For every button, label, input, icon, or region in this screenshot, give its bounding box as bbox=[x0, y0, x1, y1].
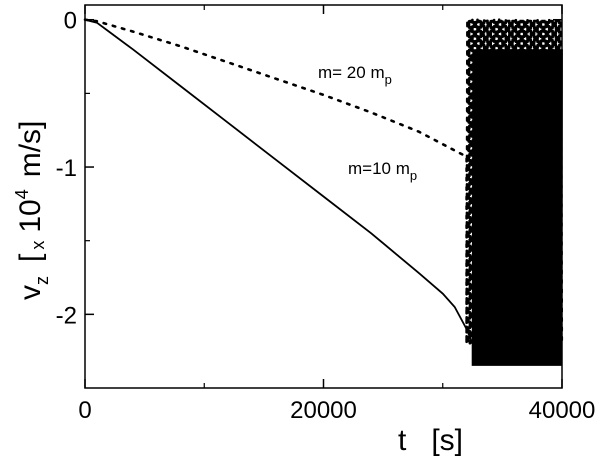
axes bbox=[84, 4, 563, 389]
series-label-m20-sub: p bbox=[385, 72, 392, 87]
x-tick-label: 20000 bbox=[290, 397, 357, 424]
y-tick-label: 0 bbox=[64, 8, 77, 35]
series-label-m20-main: m= 20 m bbox=[318, 63, 385, 82]
series-label-m10-main: m=10 m bbox=[348, 159, 410, 178]
y-axis-label-sub: z bbox=[32, 276, 52, 285]
y-axis-label-exp: 4 bbox=[12, 189, 32, 199]
y-axis-label-unit: m/s] bbox=[14, 121, 47, 178]
plot-series bbox=[83, 18, 564, 366]
x-axis-label: t [s] bbox=[398, 424, 463, 457]
y-tick-label: -1 bbox=[56, 155, 77, 182]
x-tick-label: 40000 bbox=[529, 397, 596, 424]
series-label-m10-sub: p bbox=[410, 168, 417, 183]
x-tick-label: 0 bbox=[78, 397, 91, 424]
series-label-m10: m=10 mp bbox=[348, 159, 417, 183]
y-axis-label-open: [ bbox=[14, 253, 47, 262]
y-axis-label: vz [ x 104 m/s] bbox=[12, 121, 52, 300]
tick-labels: 0 20000 40000 0 -1 -2 bbox=[56, 8, 596, 424]
y-tick-label: -2 bbox=[56, 302, 77, 329]
series-label-m20: m= 20 mp bbox=[318, 63, 392, 87]
series-m20-line bbox=[83, 18, 564, 346]
y-axis-label-main: v bbox=[14, 285, 47, 300]
y-axis-label-mult: x bbox=[28, 241, 48, 250]
y-axis-label-base: 10 bbox=[14, 199, 47, 232]
